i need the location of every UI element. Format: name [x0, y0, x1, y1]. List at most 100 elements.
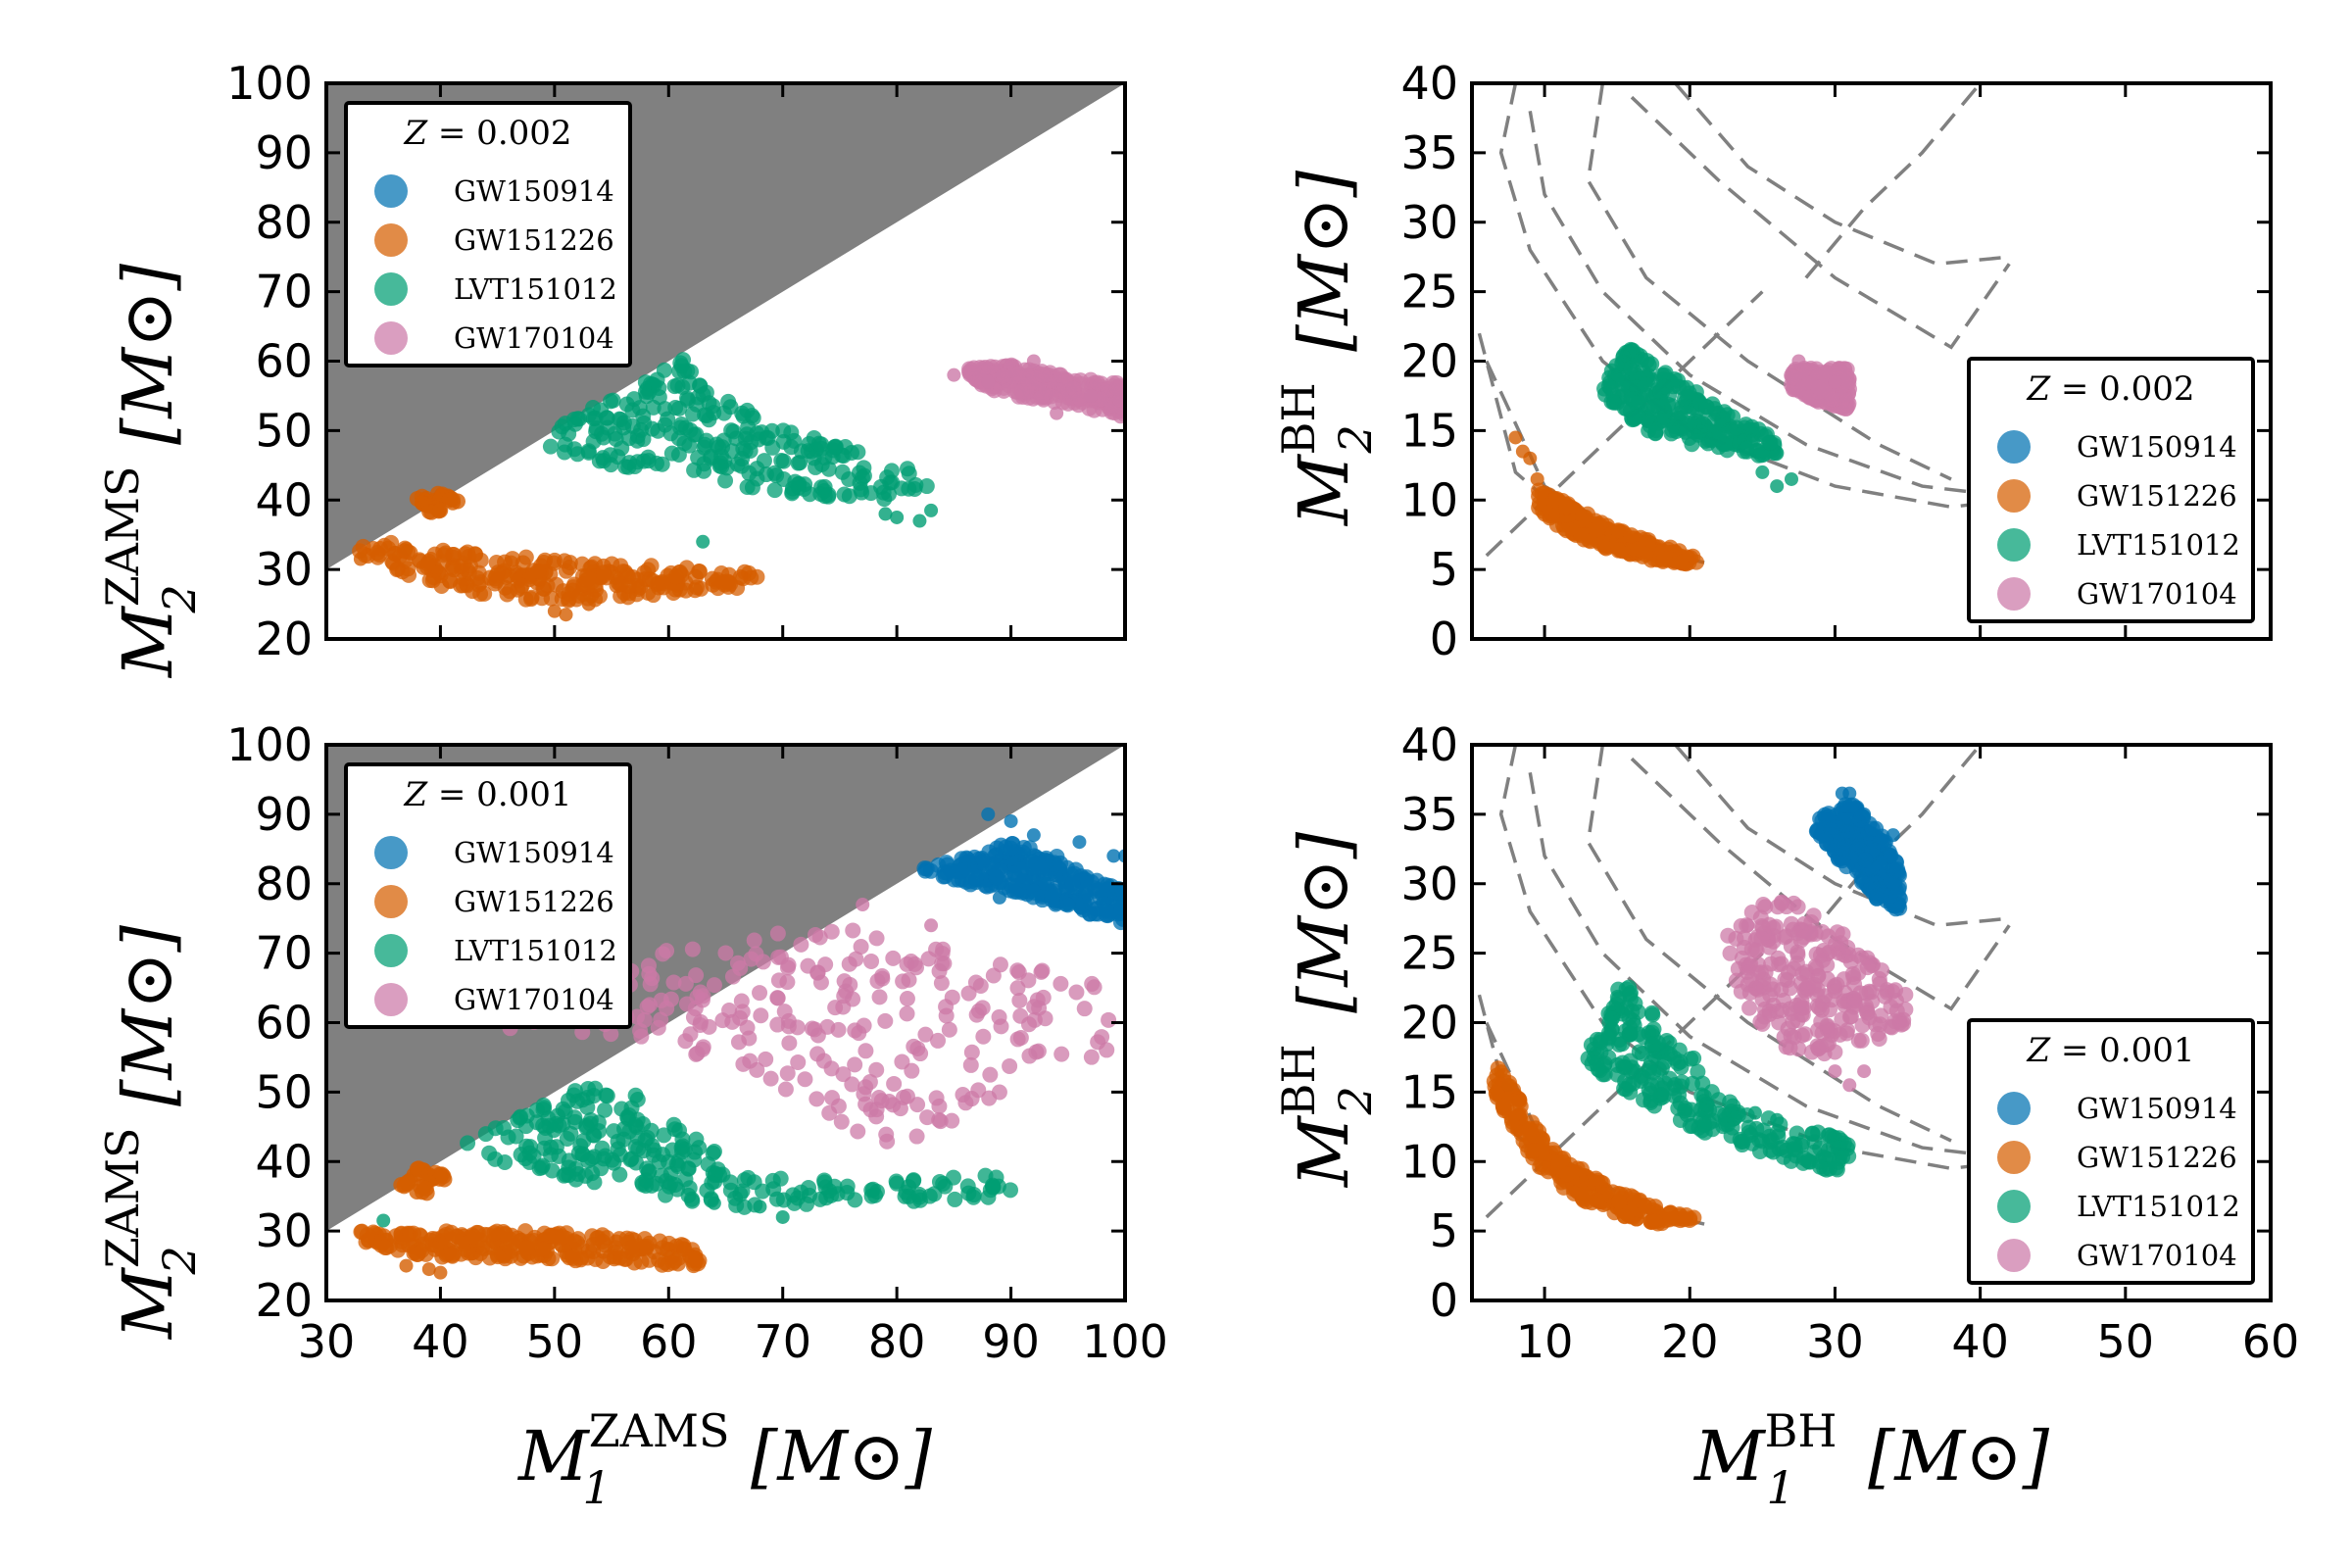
- data-point: [892, 1101, 908, 1117]
- y-tick-label: 25: [1400, 266, 1458, 318]
- contour-line: [1498, 745, 2010, 1171]
- legend-marker: [1997, 528, 2031, 562]
- data-point: [1021, 1048, 1038, 1064]
- data-point: [685, 1257, 702, 1274]
- data-point: [1026, 354, 1041, 368]
- data-point: [518, 1240, 535, 1256]
- data-point: [1038, 876, 1053, 891]
- data-point: [854, 469, 870, 486]
- data-point: [743, 569, 760, 586]
- data-point: [1710, 1092, 1727, 1108]
- data-point: [1823, 822, 1839, 839]
- data-point: [1503, 1113, 1520, 1130]
- data-point: [908, 1128, 925, 1145]
- data-point: [684, 941, 701, 957]
- data-point: [1673, 1059, 1690, 1076]
- y-tick-label: 30: [1400, 858, 1458, 910]
- data-point: [645, 399, 662, 416]
- data-point: [435, 554, 452, 570]
- data-point: [904, 1062, 920, 1079]
- data-point: [1010, 366, 1027, 382]
- data-point: [661, 1235, 677, 1251]
- legend-title: Z = 0.001: [2026, 1031, 2194, 1070]
- data-point: [722, 1182, 739, 1199]
- data-point: [706, 977, 722, 994]
- y-tick-label: 35: [1400, 788, 1458, 841]
- legend-box: [344, 762, 632, 1029]
- legend-entry: GW150914: [454, 836, 614, 869]
- data-point: [517, 1223, 534, 1240]
- data-point: [417, 1180, 434, 1197]
- data-point: [1690, 1063, 1706, 1080]
- data-point: [1033, 389, 1050, 406]
- data-point: [551, 423, 567, 440]
- data-point: [835, 1066, 852, 1083]
- data-point: [393, 1177, 410, 1194]
- data-point: [809, 964, 826, 981]
- data-point: [848, 951, 864, 967]
- data-point: [945, 1169, 961, 1186]
- data-point: [1786, 369, 1802, 386]
- data-point: [792, 455, 808, 471]
- data-point: [1076, 1001, 1093, 1017]
- data-point: [1666, 370, 1683, 387]
- data-point: [671, 1122, 688, 1139]
- data-point: [735, 1055, 752, 1072]
- data-point: [580, 1152, 597, 1169]
- legend-entry: GW150914: [2077, 430, 2237, 464]
- data-point: [1815, 1149, 1832, 1165]
- data-point: [789, 1019, 806, 1036]
- data-point: [941, 1021, 957, 1038]
- legend-marker: [1997, 1190, 2031, 1223]
- data-point: [1777, 929, 1793, 946]
- data-point: [1800, 978, 1817, 995]
- data-point: [581, 597, 596, 612]
- data-point: [1808, 946, 1825, 962]
- data-point: [753, 1007, 769, 1024]
- axis-labels: MZAMS2 [M⊙] MZAMS2 [M⊙] MBH2 [M⊙] MBH2 […: [96, 170, 2050, 1514]
- x-tick-label: 100: [1082, 1315, 1168, 1368]
- y-tick-label: 80: [255, 196, 313, 249]
- data-point: [688, 967, 705, 984]
- data-point: [932, 1113, 949, 1130]
- data-point: [989, 840, 1005, 857]
- data-point: [1838, 858, 1855, 875]
- legend-box: [1967, 357, 2255, 623]
- data-point: [748, 946, 764, 962]
- data-point: [899, 991, 915, 1007]
- data-point: [530, 563, 547, 579]
- data-point: [636, 415, 653, 431]
- y-axis-label-bh-top: MBH2 [M⊙]: [1272, 170, 1382, 527]
- data-point: [565, 1087, 582, 1103]
- y-tick-label: 40: [1400, 57, 1458, 110]
- y-tick-label: 30: [1400, 196, 1458, 249]
- y-tick-label: 90: [255, 126, 313, 179]
- y-tick-label: 80: [255, 858, 313, 910]
- data-point: [889, 1175, 906, 1192]
- data-point: [557, 444, 573, 461]
- data-point: [1068, 984, 1085, 1001]
- data-point: [1511, 1093, 1528, 1109]
- data-point: [1714, 412, 1731, 428]
- data-point: [608, 430, 624, 447]
- data-point: [749, 1061, 765, 1078]
- legend-marker: [1997, 1092, 2031, 1125]
- legend: Z = 0.002 GW150914 GW151226 LVT151012 GW1701…: [344, 101, 632, 368]
- data-point: [559, 608, 573, 622]
- data-point: [670, 430, 687, 447]
- data-point: [461, 548, 477, 564]
- data-point: [1678, 1206, 1694, 1223]
- data-point: [1642, 1059, 1658, 1076]
- legend-marker: [374, 934, 408, 967]
- legend-marker: [374, 174, 408, 208]
- data-point: [615, 415, 632, 431]
- data-point: [867, 1187, 884, 1203]
- legend-box: [344, 101, 632, 368]
- data-point: [453, 577, 469, 594]
- contour-line: [1586, 745, 1952, 1143]
- data-point: [869, 973, 886, 990]
- data-point: [769, 925, 786, 942]
- y-tick-label: 10: [1400, 1135, 1458, 1188]
- data-point: [1828, 374, 1842, 389]
- data-point: [749, 461, 765, 477]
